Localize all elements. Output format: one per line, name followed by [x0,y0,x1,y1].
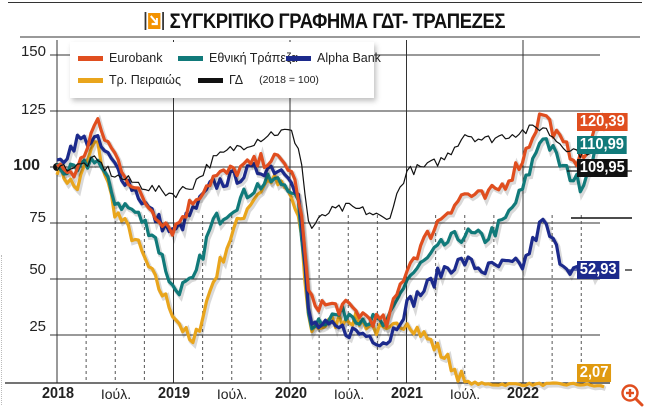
y-tick-25: 25 [29,318,46,335]
legend-item-ethniki: Εθνική Τράπεζα [178,51,298,65]
zoom-in-icon[interactable] [620,383,644,407]
x-tick-2020: 2020 [274,385,308,402]
chart-title: ΣΥΓΚΡΙΤΙΚΟ ΓΡΑΦΗΜΑ ΓΔΤ- ΤΡΑΠΕΖΕΣ [39,10,611,34]
end-label-ethniki: 110,99 [577,136,627,154]
end-label-piraeus: 2,07 [577,364,612,382]
end-label-eurobank: 120,39 [577,113,628,131]
end-label-gd: 109,95 [577,159,628,177]
x-tick-jul-2021: Ιούλ. [449,386,481,402]
legend-label: Εθνική Τράπεζα [209,51,298,65]
legend-item-eurobank: Eurobank [78,51,163,65]
ethniki-swatch-icon [178,55,203,61]
y-tick-125: 125 [20,101,46,118]
series-eurobank [56,112,606,329]
top-border [8,2,642,3]
legend-label: ΓΔ [229,73,244,87]
eurobank-swatch-icon [78,55,103,61]
y-tick-100: 100 [13,157,40,174]
x-tick-2022: 2022 [506,385,540,402]
piraeus-swatch-icon [78,77,103,83]
legend-label: Eurobank [109,51,163,65]
y-tick-75: 75 [29,209,46,226]
x-tick-jul-2018: Ιούλ. [100,386,132,402]
y-tick-150: 150 [20,43,46,60]
legend-item-piraeus: Τρ. Πειραιώς [78,73,181,87]
legend-item-gd: ΓΔ (2018 = 100) [198,73,319,87]
legend-note: (2018 = 100) [259,74,319,86]
x-tick-jul-2019: Ιούλ. [216,386,248,402]
series-εθνική-τράπεζα [55,137,605,331]
gd-swatch-icon [198,77,223,83]
orange-arrow-icon [144,11,165,31]
x-tick-2019: 2019 [157,385,191,402]
legend-label: Alpha Bank [317,51,381,65]
source-strip [1,255,5,405]
end-label-alpha: 52,93 [577,261,620,279]
series-γδ [56,124,605,229]
chart-legend: Eurobank Εθνική Τράπεζα Alpha Bank Τρ. Π… [70,42,381,98]
legend-label: Τρ. Πειραιώς [109,73,181,87]
y-tick-50: 50 [29,261,46,278]
x-tick-2021: 2021 [390,385,424,402]
x-tick-2018: 2018 [41,385,75,402]
title-text: ΣΥΓΚΡΙΤΙΚΟ ΓΡΑΦΗΜΑ ΓΔΤ- ΤΡΑΠΕΖΕΣ [169,10,506,33]
alpha-swatch-icon [286,55,311,61]
legend-item-alpha: Alpha Bank [286,51,381,65]
x-tick-jul-2020: Ιούλ. [333,386,365,402]
